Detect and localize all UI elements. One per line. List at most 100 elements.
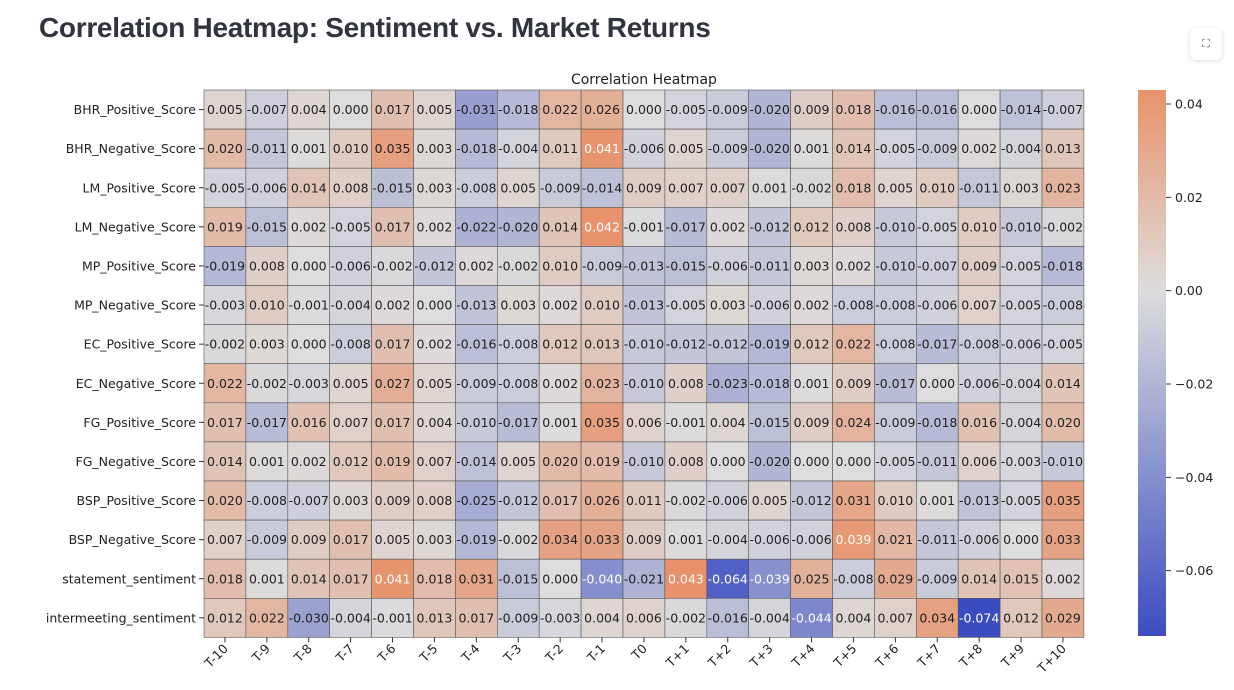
cell-value-label: 0.001 — [249, 571, 285, 586]
cell-value-label: -0.005 — [875, 141, 915, 156]
x-tick-label: T+8 — [956, 641, 986, 671]
cell-value-label: -0.019 — [456, 532, 496, 547]
cell-value-label: 0.014 — [836, 141, 872, 156]
cell-value-label: 0.001 — [752, 180, 788, 195]
cell-value-label: 0.001 — [542, 415, 578, 430]
fullscreen-button[interactable]: ⛶ — [1190, 28, 1222, 60]
cell-value-label: -0.003 — [289, 376, 329, 391]
cell-value-label: 0.016 — [961, 415, 997, 430]
cell-value-label: -0.003 — [205, 298, 245, 313]
cell-value-label: 0.034 — [919, 610, 955, 625]
cell-value-label: 0.009 — [291, 532, 327, 547]
cell-value-label: 0.014 — [291, 571, 327, 586]
cell-value-label: -0.007 — [1043, 102, 1083, 117]
heatmap-cell — [874, 480, 917, 521]
cell-value-label: 0.002 — [458, 258, 494, 273]
heatmap-cell — [748, 285, 791, 325]
cell-value-label: 0.026 — [584, 493, 620, 508]
heatmap-cell — [915, 519, 959, 560]
cell-value-label: 0.000 — [626, 102, 662, 117]
heatmap-cell — [287, 207, 330, 247]
cell-value-label: -0.001 — [372, 610, 412, 625]
cell-value-label: 0.005 — [207, 102, 243, 117]
x-tick-label: T-5 — [416, 641, 441, 666]
heatmap-cell — [664, 480, 708, 521]
cell-value-label: 0.005 — [668, 141, 704, 156]
cell-value-label: 0.020 — [1045, 415, 1081, 430]
cell-value-label: 0.000 — [291, 258, 327, 273]
heatmap-cell — [287, 519, 330, 560]
heatmap-cell — [915, 89, 959, 130]
heatmap-cell — [538, 363, 582, 404]
cell-value-label: 0.013 — [1045, 141, 1081, 156]
heatmap-cell — [1041, 246, 1085, 286]
cell-value-label: 0.001 — [249, 454, 285, 469]
cell-value-label: -0.013 — [959, 493, 999, 508]
y-tick-label: BHR_Negative_Score — [66, 141, 197, 156]
cell-value-label: 0.025 — [794, 571, 830, 586]
y-tick-label: BSP_Negative_Score — [69, 532, 197, 547]
cell-value-label: 0.005 — [500, 180, 536, 195]
cell-value-label: 0.012 — [794, 337, 830, 352]
cell-value-label: 0.009 — [626, 180, 662, 195]
heatmap-cell — [874, 167, 917, 208]
cell-value-label: -0.019 — [205, 258, 245, 273]
cell-value-label: -0.006 — [750, 298, 790, 313]
cell-value-label: -0.012 — [666, 337, 706, 352]
heatmap-cell — [496, 441, 540, 482]
cell-value-label: 0.024 — [836, 415, 872, 430]
cell-value-label: 0.010 — [877, 493, 913, 508]
cell-value-label: 0.000 — [961, 102, 997, 117]
cell-value-label: 0.041 — [375, 571, 411, 586]
cell-value-label: 0.002 — [1045, 571, 1081, 586]
cell-value-label: -0.023 — [708, 376, 748, 391]
heatmap-cell — [455, 363, 498, 404]
cell-value-label: 0.003 — [417, 141, 453, 156]
cell-value-label: -0.008 — [498, 376, 538, 391]
cell-value-label: -0.008 — [833, 298, 873, 313]
cell-value-label: -0.011 — [959, 180, 999, 195]
heatmap-cell — [622, 480, 666, 521]
cell-value-label: 0.005 — [500, 454, 536, 469]
heatmap-cell — [999, 480, 1043, 521]
y-tick-label: LM_Negative_Score — [75, 219, 197, 234]
heatmap-cell — [203, 89, 247, 130]
heatmap-cell — [329, 558, 372, 599]
heatmap-cell — [790, 441, 833, 482]
heatmap-cell — [203, 363, 247, 404]
heatmap-cell — [287, 597, 330, 638]
heatmap-cell — [1041, 285, 1085, 325]
cell-value-label: -0.009 — [875, 415, 915, 430]
heatmap-cell — [245, 480, 289, 521]
heatmap-cell — [580, 89, 624, 130]
cell-value-label: -0.016 — [917, 102, 957, 117]
heatmap-cell — [748, 519, 791, 560]
cell-value-label: 0.001 — [291, 141, 327, 156]
cell-value-label: 0.023 — [1045, 180, 1081, 195]
cell-value-label: 0.007 — [961, 298, 997, 313]
cell-value-label: -0.010 — [624, 376, 664, 391]
cell-value-label: 0.000 — [1003, 532, 1039, 547]
heatmap-cell — [999, 402, 1043, 443]
cell-value-label: -0.005 — [1001, 298, 1041, 313]
heatmap-cell — [664, 324, 708, 365]
heatmap-cell — [455, 285, 498, 325]
cell-value-label: 0.018 — [207, 571, 243, 586]
heatmap-cell — [496, 324, 540, 365]
cell-value-label: 0.002 — [794, 298, 830, 313]
cell-value-label: -0.009 — [247, 532, 287, 547]
cell-value-label: 0.000 — [836, 454, 872, 469]
cell-value-label: 0.014 — [961, 571, 997, 586]
cell-value-label: -0.001 — [666, 415, 706, 430]
y-tick-label: EC_Negative_Score — [76, 376, 197, 391]
cell-value-label: 0.023 — [584, 376, 620, 391]
y-tick-label: statement_sentiment — [62, 571, 196, 586]
cell-value-label: 0.034 — [542, 532, 578, 547]
cell-value-label: 0.002 — [542, 376, 578, 391]
cell-value-label: 0.011 — [542, 141, 578, 156]
cell-value-label: 0.027 — [375, 376, 411, 391]
cell-value-label: -0.006 — [1001, 337, 1041, 352]
heatmap-cell — [203, 167, 247, 208]
heatmap-cell — [287, 167, 330, 208]
cell-value-label: -0.008 — [247, 493, 287, 508]
